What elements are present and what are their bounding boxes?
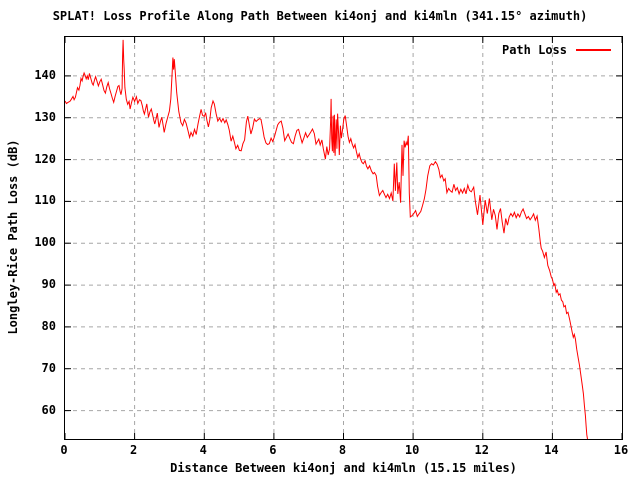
x-tick-label: 10 (404, 443, 420, 457)
y-tick-label: 90 (41, 277, 56, 292)
y-tick-label: 140 (34, 67, 56, 82)
x-tick-label: 16 (613, 443, 629, 457)
y-tick-label: 130 (34, 109, 56, 124)
legend: Path Loss (502, 43, 611, 57)
y-tick-label: 120 (34, 151, 56, 166)
x-tick-label: 2 (130, 443, 138, 457)
x-tick-label: 4 (199, 443, 207, 457)
x-tick-label: 0 (60, 443, 68, 457)
plot-area: Path Loss (64, 36, 623, 440)
x-tick-label: 14 (544, 443, 559, 457)
plot-canvas (65, 37, 622, 439)
y-tick-label: 60 (41, 402, 56, 417)
x-axis-label: Distance Between ki4onj and ki4mln (15.1… (170, 461, 517, 475)
legend-label: Path Loss (501, 43, 567, 57)
y-tick-label: 110 (34, 193, 56, 208)
x-tick-label: 8 (338, 443, 347, 457)
x-tick-label: 6 (269, 443, 277, 457)
x-tick-label: 12 (474, 443, 489, 457)
y-tick-label: 100 (34, 235, 56, 250)
y-tick-label: 70 (41, 360, 56, 375)
y-tick-label: 80 (41, 318, 56, 333)
chart-title: SPLAT! Loss Profile Along Path Between k… (52, 9, 588, 23)
legend-line-sample (576, 49, 611, 51)
